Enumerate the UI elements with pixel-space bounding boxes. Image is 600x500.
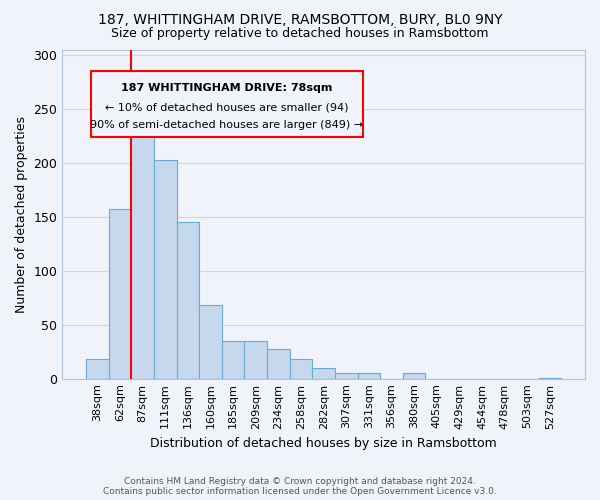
Text: 187, WHITTINGHAM DRIVE, RAMSBOTTOM, BURY, BL0 9NY: 187, WHITTINGHAM DRIVE, RAMSBOTTOM, BURY… xyxy=(98,12,502,26)
Text: 90% of semi-detached houses are larger (849) →: 90% of semi-detached houses are larger (… xyxy=(91,120,364,130)
Bar xyxy=(176,222,199,378)
X-axis label: Distribution of detached houses by size in Ramsbottom: Distribution of detached houses by size … xyxy=(150,437,497,450)
Text: 187 WHITTINGHAM DRIVE: 78sqm: 187 WHITTINGHAM DRIVE: 78sqm xyxy=(121,83,332,93)
Bar xyxy=(222,341,244,378)
Bar xyxy=(131,110,154,378)
Bar xyxy=(199,306,222,378)
Bar xyxy=(335,374,358,378)
Bar xyxy=(109,210,131,378)
Bar xyxy=(313,368,335,378)
Text: Size of property relative to detached houses in Ramsbottom: Size of property relative to detached ho… xyxy=(111,28,489,40)
Bar xyxy=(403,374,425,378)
Bar xyxy=(358,374,380,378)
Text: Contains public sector information licensed under the Open Government Licence v3: Contains public sector information licen… xyxy=(103,487,497,496)
Bar xyxy=(267,348,290,378)
Bar xyxy=(244,341,267,378)
Text: Contains HM Land Registry data © Crown copyright and database right 2024.: Contains HM Land Registry data © Crown c… xyxy=(124,477,476,486)
Bar xyxy=(86,360,109,378)
Bar xyxy=(290,360,313,378)
Text: ← 10% of detached houses are smaller (94): ← 10% of detached houses are smaller (94… xyxy=(105,102,349,113)
Y-axis label: Number of detached properties: Number of detached properties xyxy=(15,116,28,313)
FancyBboxPatch shape xyxy=(91,72,363,137)
Bar xyxy=(154,160,176,378)
